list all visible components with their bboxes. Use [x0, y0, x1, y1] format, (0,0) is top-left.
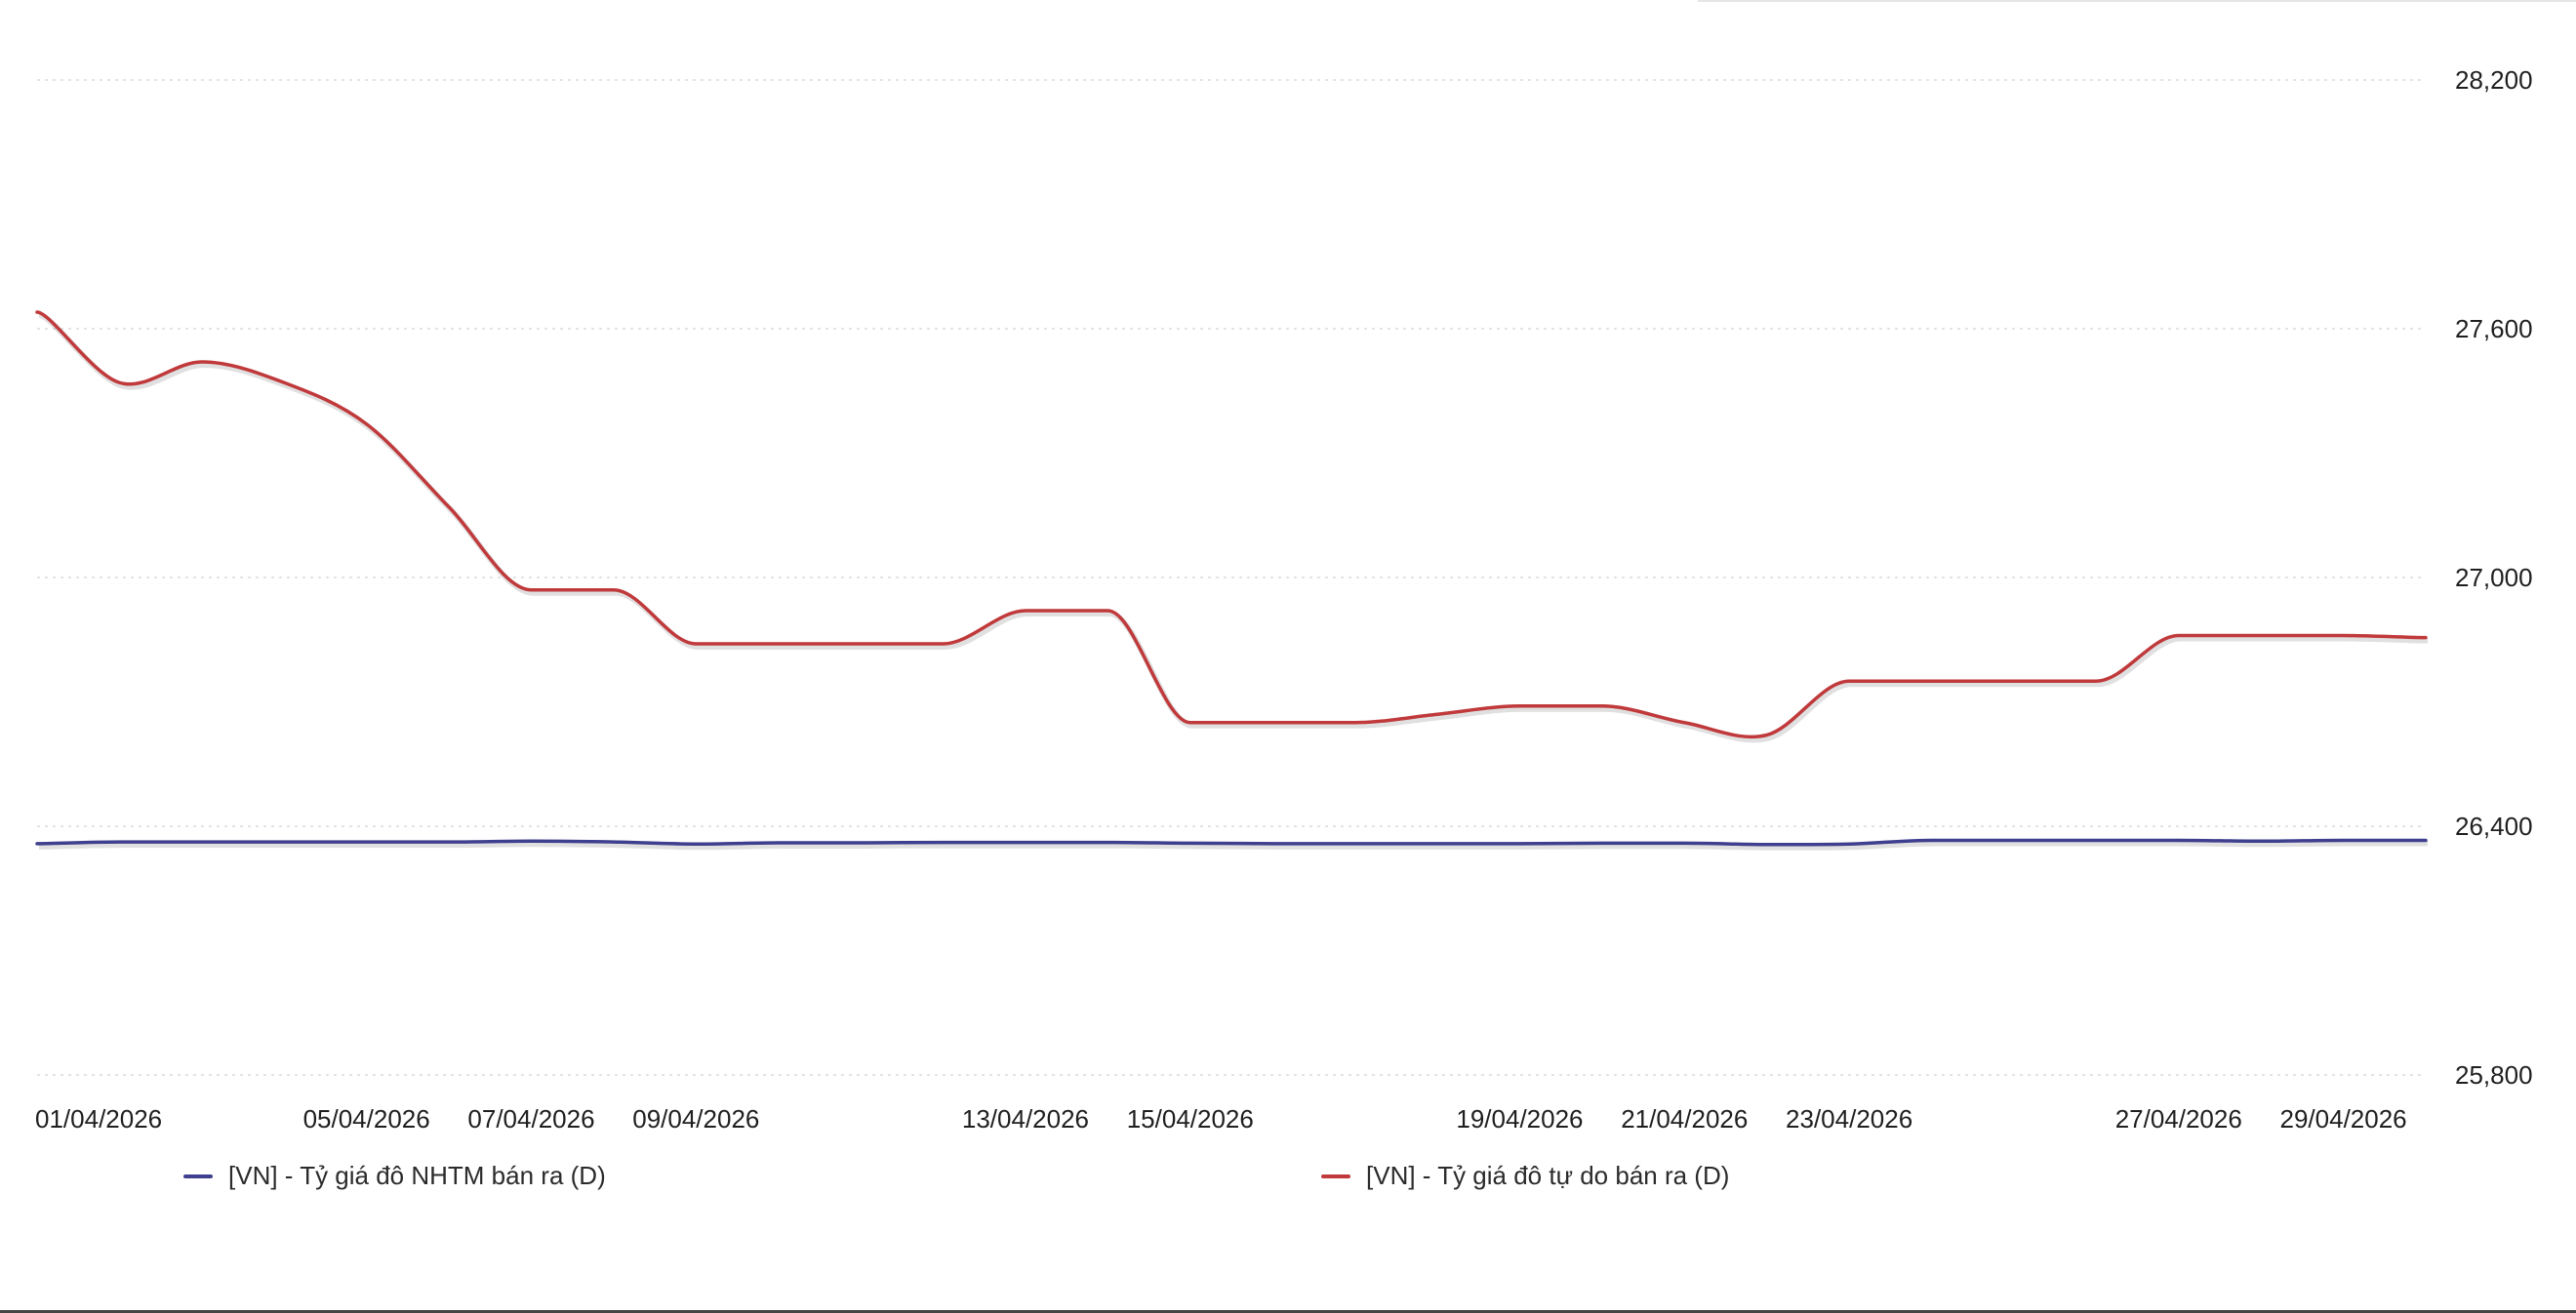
- data-point: [446, 504, 452, 510]
- data-point: [1846, 678, 1852, 684]
- data-point: [1269, 841, 1275, 847]
- data-point: [2423, 837, 2429, 843]
- data-point: [1929, 678, 1935, 684]
- x-tick-label: 05/04/2026: [303, 1104, 430, 1134]
- data-point: [1846, 841, 1852, 847]
- data-point: [693, 641, 699, 647]
- data-point: [693, 841, 699, 847]
- data-point: [858, 641, 864, 647]
- series-line-tu-do: [35, 310, 2428, 739]
- data-point: [364, 421, 370, 427]
- data-point: [1599, 840, 1605, 846]
- data-point: [281, 379, 287, 385]
- data-point: [1105, 840, 1110, 846]
- y-tick-label: 28,200: [2455, 65, 2533, 95]
- data-point: [528, 587, 534, 593]
- data-point: [2011, 837, 2017, 843]
- data-point: [446, 839, 452, 845]
- data-point: [2093, 678, 2099, 684]
- data-point: [2176, 837, 2182, 843]
- data-point: [1434, 841, 1440, 847]
- x-tick-label: 29/04/2026: [2280, 1104, 2407, 1134]
- data-point: [281, 839, 287, 845]
- data-point: [1764, 842, 1770, 848]
- data-point: [1105, 608, 1110, 614]
- data-point: [1516, 841, 1522, 847]
- legend-item-tu-do[interactable]: [VN] - Tỷ giá đô tự do bán ra (D): [1321, 1161, 1729, 1191]
- data-point: [1352, 841, 1358, 847]
- legend-swatch-tu-do: [1321, 1174, 1350, 1178]
- data-point: [1187, 840, 1193, 846]
- data-point: [1681, 720, 1687, 726]
- chart-legend: [VN] - Tỷ giá đô NHTM bán ra (D) [VN] - …: [0, 1161, 2576, 1200]
- data-point: [941, 641, 946, 647]
- legend-label-tu-do: [VN] - Tỷ giá đô tự do bán ra (D): [1366, 1161, 1730, 1190]
- data-point: [1023, 608, 1028, 614]
- data-point: [858, 840, 864, 846]
- data-point: [2258, 633, 2264, 639]
- data-point: [2258, 838, 2264, 844]
- data-point: [34, 309, 40, 315]
- x-tick-label: 15/04/2026: [1127, 1104, 1254, 1134]
- data-point: [611, 587, 617, 593]
- x-tick-label: 09/04/2026: [632, 1104, 759, 1134]
- data-point: [1434, 711, 1440, 717]
- data-point: [941, 840, 946, 846]
- bottom-border: [0, 1310, 2576, 1313]
- data-point: [199, 359, 205, 365]
- data-point: [1764, 733, 1770, 738]
- x-tick-label: 13/04/2026: [962, 1104, 1089, 1134]
- top-border: [1698, 0, 2576, 2]
- data-point: [1681, 840, 1687, 846]
- data-point: [2341, 633, 2347, 639]
- legend-item-nhtm[interactable]: [VN] - Tỷ giá đô NHTM bán ra (D): [183, 1161, 606, 1191]
- x-tick-label: 07/04/2026: [467, 1104, 594, 1134]
- y-tick-label: 26,400: [2455, 812, 2533, 841]
- x-tick-label: 01/04/2026: [35, 1104, 162, 1134]
- data-point: [1516, 703, 1522, 709]
- series-line-shadow: [38, 312, 2429, 743]
- data-point: [2341, 837, 2347, 843]
- x-tick-label: 19/04/2026: [1456, 1104, 1583, 1134]
- series-line-nhtm: [35, 838, 2428, 847]
- y-tick-label: 27,000: [2455, 563, 2533, 592]
- data-point: [2423, 635, 2429, 641]
- data-point: [116, 839, 122, 845]
- data-point: [1187, 720, 1193, 726]
- legend-swatch-nhtm: [183, 1174, 213, 1178]
- data-point: [116, 379, 122, 385]
- data-point: [1269, 720, 1275, 726]
- data-point: [2011, 678, 2017, 684]
- data-point: [611, 839, 617, 845]
- series-line-shadow: [38, 840, 2428, 851]
- x-tick-label: 21/04/2026: [1621, 1104, 1748, 1134]
- data-point: [1023, 840, 1028, 846]
- data-point: [199, 839, 205, 845]
- data-point: [1352, 720, 1358, 726]
- data-point: [528, 838, 534, 844]
- data-point: [1929, 837, 1935, 843]
- data-point: [776, 840, 782, 846]
- data-point: [364, 839, 370, 845]
- data-point: [2176, 633, 2182, 639]
- data-point: [1599, 703, 1605, 709]
- data-point: [2093, 837, 2099, 843]
- y-tick-label: 27,600: [2455, 314, 2533, 343]
- y-tick-label: 25,800: [2455, 1060, 2533, 1090]
- x-tick-label: 27/04/2026: [2115, 1104, 2242, 1134]
- data-point: [34, 841, 40, 847]
- x-tick-label: 23/04/2026: [1786, 1104, 1912, 1134]
- data-point: [776, 641, 782, 647]
- legend-label-nhtm: [VN] - Tỷ giá đô NHTM bán ra (D): [228, 1161, 606, 1190]
